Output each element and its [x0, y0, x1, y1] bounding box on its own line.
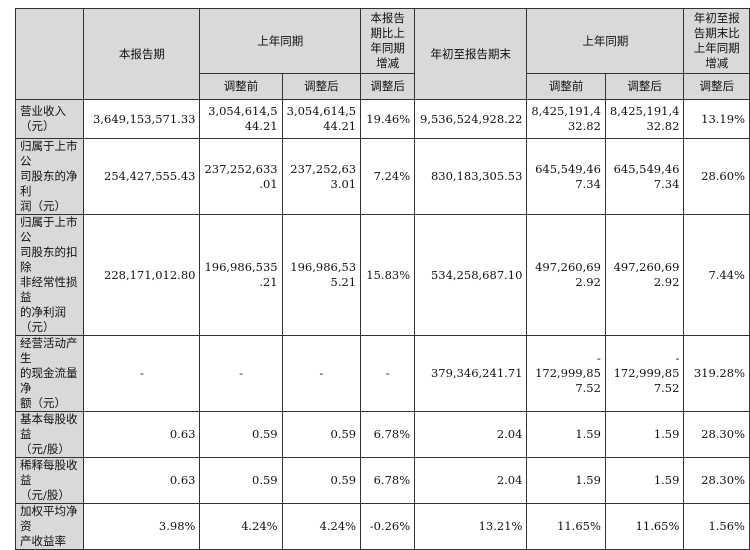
cell-value: 497,260,69 2.92	[604, 214, 685, 336]
header-ytd: 年初至报告期末	[414, 8, 528, 100]
header-after-adjust: 调整后	[281, 73, 362, 100]
cell-value: 645,549,46 7.34	[604, 138, 685, 215]
header-current-period: 本报告期	[83, 8, 201, 100]
cell-value: 8,425,191,4 32.82	[526, 99, 606, 139]
cell-value: -	[281, 335, 362, 412]
cell-value: 534,258,687.10	[414, 214, 528, 336]
cell-value: 4.24%	[281, 503, 362, 550]
cell-value: 379,346,241.71	[414, 335, 528, 412]
cell-value: 254,427,555.43	[83, 138, 201, 215]
cell-value: 7.44%	[683, 214, 750, 336]
header-before-adjust-ytd: 调整前	[526, 73, 606, 100]
cell-value: 9,536,524,928.22	[414, 99, 528, 139]
cell-value: -	[360, 335, 416, 412]
row-label: 营业收入 （元）	[14, 99, 85, 139]
row-label: 归属于上市公 司股东的扣除 非经常性损益 的净利润 （元）	[14, 214, 85, 336]
header-after-adjust-ytd-change: 调整后	[683, 73, 750, 100]
header-prior-year-period-ytd: 上年同期	[526, 8, 685, 74]
cell-value: 319.28%	[683, 335, 750, 412]
cell-value: 3.98%	[83, 503, 201, 550]
header-yoy-change: 本报告期比上年同期增减	[360, 8, 416, 74]
header-row-1: 本报告期 上年同期 本报告期比上年同期增减 年初至报告期末 上年同期 年初至报告…	[14, 8, 750, 100]
cell-value: 4.24%	[199, 503, 283, 550]
cell-value: 13.19%	[683, 99, 750, 139]
cell-value: 0.59	[281, 457, 362, 504]
table-row: 加权平均净资 产收益率 3.98% 4.24% 4.24% -0.26% 13.…	[14, 503, 750, 550]
header-row-2: 调整前 调整后 调整后 调整前 调整后 调整后	[16, 73, 750, 100]
cell-value: 6.78%	[360, 457, 416, 504]
cell-value: 0.63	[83, 411, 201, 458]
cell-value: 28.60%	[683, 138, 750, 215]
table-row: 归属于上市公 司股东的扣除 非经常性损益 的净利润 （元） 228,171,01…	[14, 214, 750, 336]
header-ytd-change: 年初至报告期末比上年同期增减	[683, 8, 750, 74]
header-prior-year-period: 上年同期	[199, 8, 362, 74]
cell-value: 13.21%	[414, 503, 528, 550]
cell-value: 3,054,614,5 44.21	[199, 99, 283, 139]
cell-value: -0.26%	[360, 503, 416, 550]
cell-value: 0.59	[281, 411, 362, 458]
cell-value: 237,252,63 3.01	[281, 138, 362, 215]
table-row: 基本每股收益 （元/股） 0.63 0.59 0.59 6.78% 2.04 1…	[14, 411, 750, 458]
row-label: 稀释每股收益 （元/股）	[14, 457, 85, 504]
table-row: 归属于上市公 司股东的净利 润（元） 254,427,555.43 237,25…	[14, 138, 750, 215]
cell-value: 1.59	[526, 411, 606, 458]
cell-value: -	[199, 335, 283, 412]
row-label: 归属于上市公 司股东的净利 润（元）	[14, 138, 85, 215]
header-after-adjust-change: 调整后	[360, 73, 416, 100]
cell-value: 0.63	[83, 457, 201, 504]
header-corner-cell	[14, 8, 85, 100]
cell-value: 2.04	[414, 457, 528, 504]
cell-value: 11.65%	[526, 503, 606, 550]
cell-value: 1.59	[526, 457, 606, 504]
cell-value: 6.78%	[360, 411, 416, 458]
cell-value: 0.59	[199, 411, 283, 458]
cell-value: 196,986,535 .21	[199, 214, 283, 336]
table-row: 营业收入 （元） 3,649,153,571.33 3,054,614,5 44…	[14, 99, 750, 139]
row-label: 基本每股收益 （元/股）	[14, 411, 85, 458]
cell-value: 0.59	[199, 457, 283, 504]
cell-value: 830,183,305.53	[414, 138, 528, 215]
cell-value: 1.59	[604, 457, 685, 504]
header-before-adjust: 调整前	[199, 73, 283, 100]
cell-value: 645,549,46 7.34	[526, 138, 606, 215]
cell-value: 28.30%	[683, 411, 750, 458]
table-row: 稀释每股收益 （元/股） 0.63 0.59 0.59 6.78% 2.04 1…	[14, 457, 750, 504]
row-label: 经营活动产生 的现金流量净 额（元）	[14, 335, 85, 412]
cell-value: - 172,999,85 7.52	[526, 335, 606, 412]
cell-value: - 172,999,85 7.52	[604, 335, 685, 412]
cell-value: 7.24%	[360, 138, 416, 215]
cell-value: 1.59	[604, 411, 685, 458]
row-label: 加权平均净资 产收益率	[14, 503, 85, 550]
cell-value: 15.83%	[360, 214, 416, 336]
cell-value: 8,425,191,4 32.82	[604, 99, 685, 139]
cell-value: 237,252,633 .01	[199, 138, 283, 215]
financial-data-table: 本报告期 上年同期 本报告期比上年同期增减 年初至报告期末 上年同期 年初至报告…	[14, 8, 750, 550]
cell-value: 3,054,614,5 44.21	[281, 99, 362, 139]
cell-value: 2.04	[414, 411, 528, 458]
cell-value: 196,986,53 5.21	[281, 214, 362, 336]
cell-value: 11.65%	[604, 503, 685, 550]
cell-value: -	[83, 335, 201, 412]
cell-value: 19.46%	[360, 99, 416, 139]
cell-value: 28.30%	[683, 457, 750, 504]
header-after-adjust-ytd: 调整后	[604, 73, 685, 100]
cell-value: 228,171,012.80	[83, 214, 201, 336]
cell-value: 1.56%	[683, 503, 750, 550]
cell-value: 497,260,69 2.92	[526, 214, 606, 336]
cell-value: 3,649,153,571.33	[83, 99, 201, 139]
table-row: 经营活动产生 的现金流量净 额（元） - - - - 379,346,241.7…	[14, 335, 750, 412]
